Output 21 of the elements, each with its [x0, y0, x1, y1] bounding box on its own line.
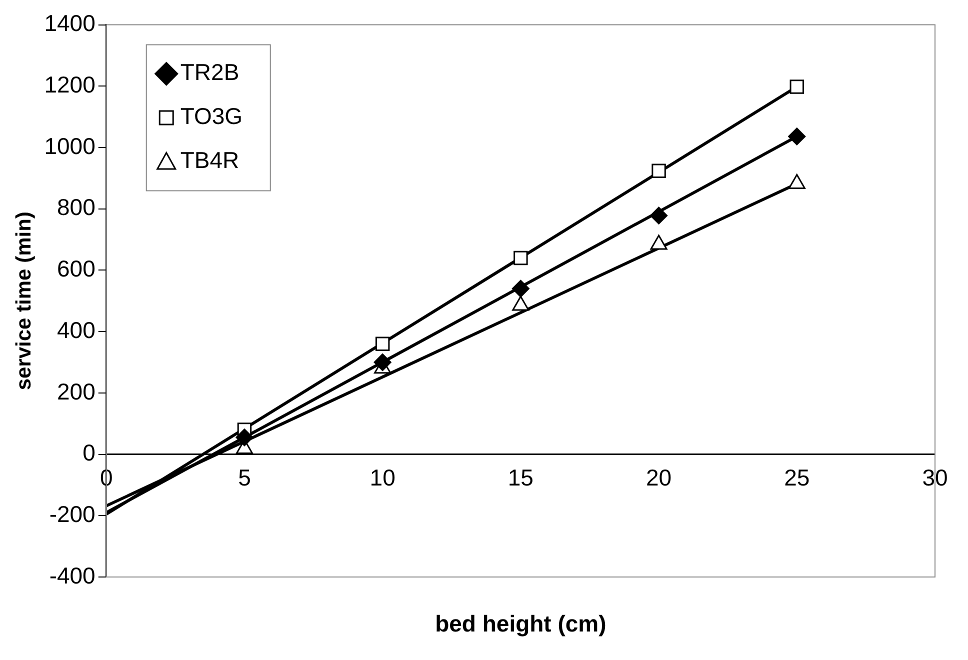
x-axis-title: bed height (cm) [435, 610, 606, 636]
y-tick-label: 600 [56, 256, 96, 282]
y-tick-label: 1000 [44, 132, 96, 159]
x-tick-label: 20 [646, 464, 672, 490]
legend-label: TR2B [180, 59, 240, 86]
y-tick-label: 800 [56, 194, 96, 220]
y-tick-label: 1400 [44, 10, 96, 36]
legend-label: TO3G [180, 103, 243, 130]
x-tick-label: 30 [922, 464, 948, 490]
y-axis-title: service time (min) [12, 212, 36, 390]
y-tick-label: -200 [49, 500, 96, 527]
y-tick-label: -400 [49, 562, 96, 588]
y-tick-label: 1200 [44, 72, 96, 98]
x-tick-label: 25 [784, 464, 810, 490]
y-tick-label: 400 [56, 316, 96, 343]
x-tick-label: 10 [370, 464, 396, 490]
x-tick-label: 5 [238, 464, 251, 490]
y-tick-label: 200 [56, 378, 96, 404]
y-tick-label: 0 [82, 440, 96, 466]
x-tick-label: 15 [508, 464, 534, 490]
legend-label: TB4R [180, 147, 240, 174]
